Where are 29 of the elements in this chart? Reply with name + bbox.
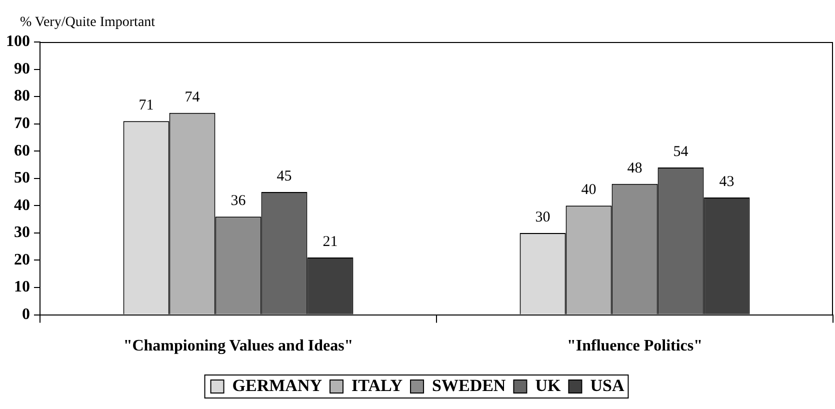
data-label: 30	[535, 209, 550, 226]
x-tick-label: "Influence Politics"	[566, 338, 703, 355]
y-tick-label: 80	[14, 88, 30, 105]
legend-label: ITALY	[352, 376, 403, 395]
data-label: 21	[322, 234, 338, 250]
y-tick-label: 40	[14, 196, 30, 214]
y-tick-label: 0	[22, 306, 30, 323]
legend-label: UK	[535, 376, 562, 395]
legend-label: USA	[590, 376, 625, 395]
legend-label: GERMANY	[232, 376, 322, 395]
data-label: 54	[673, 144, 689, 160]
data-label: 36	[230, 193, 246, 210]
data-label: 45	[276, 168, 292, 184]
y-tick-label: 50	[14, 170, 30, 187]
data-label: 71	[138, 98, 154, 114]
x-tick-label: "Championing Values and Ideas"	[123, 338, 354, 355]
y-tick-label: 60	[14, 142, 30, 160]
data-label: 43	[719, 174, 734, 190]
y-axis-title: % Very/Quite Important	[20, 15, 156, 30]
y-tick-label: 10	[14, 278, 30, 296]
y-tick-label: 20	[14, 251, 30, 268]
data-label: 40	[581, 182, 596, 198]
y-tick-label: 30	[14, 224, 30, 242]
data-label: 48	[627, 160, 642, 176]
data-label: 74	[184, 89, 200, 106]
y-tick-label: 70	[14, 114, 30, 132]
y-tick-label: 100	[6, 33, 30, 50]
y-tick-label: 90	[14, 60, 30, 78]
legend-label: SWEDEN	[432, 376, 506, 395]
